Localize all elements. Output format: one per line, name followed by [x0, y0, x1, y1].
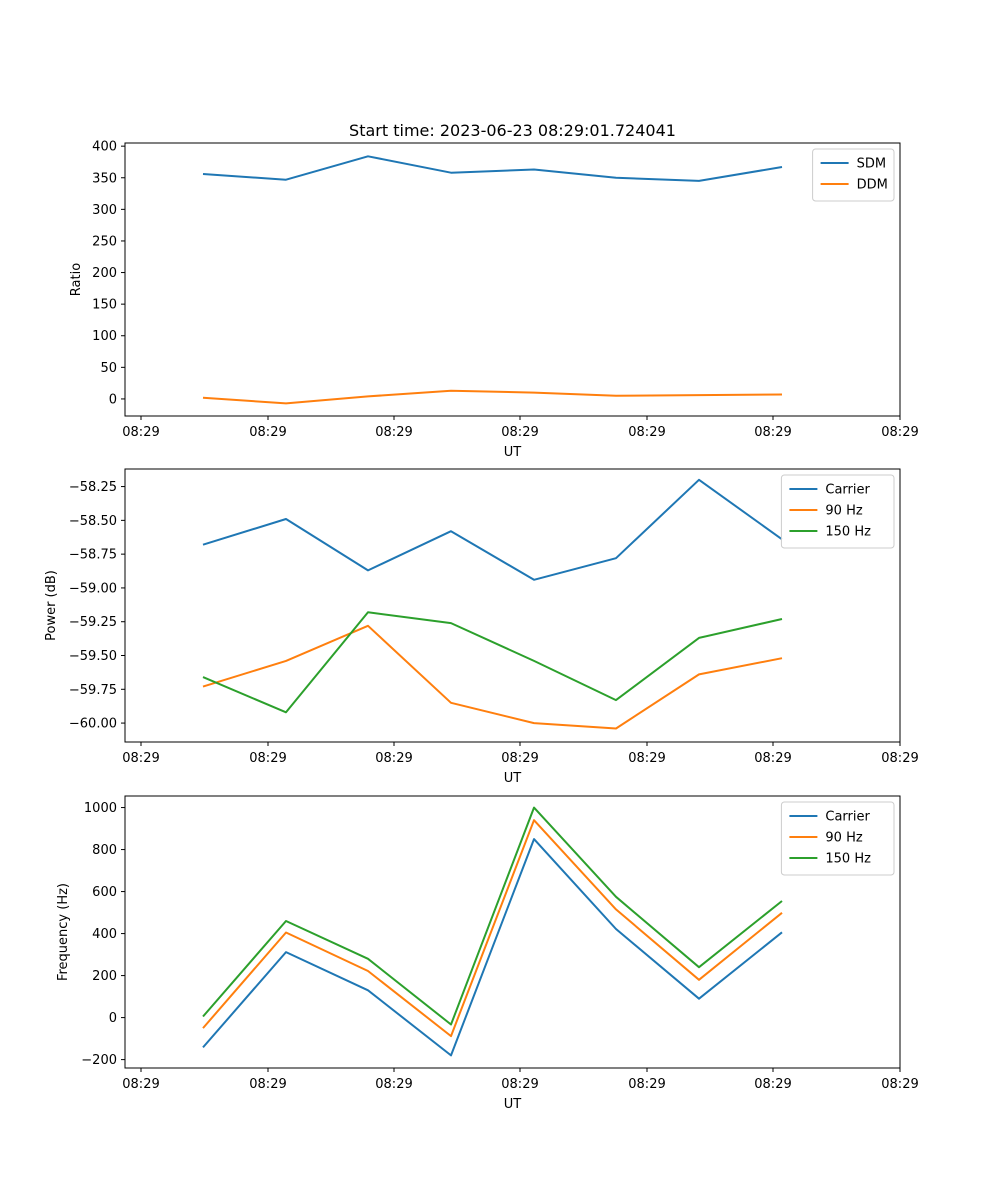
series-line-90-hz — [202, 624, 783, 730]
x-tick-label: 08:29 — [628, 425, 665, 440]
y-tick-label: −58.50 — [69, 514, 117, 529]
legend-entry: 90 Hz — [825, 504, 862, 519]
x-tick-label: 08:29 — [122, 425, 159, 440]
legend-box — [780, 801, 895, 876]
y-tick-label: −60.00 — [69, 717, 117, 732]
y-tick-label: −59.00 — [69, 581, 117, 596]
y-tick-label: 1000 — [84, 801, 117, 816]
y-tick-label: 100 — [92, 329, 117, 344]
y-tick-label: 0 — [109, 392, 117, 407]
x-tick-label: 08:29 — [628, 751, 665, 766]
series-line-150-hz — [202, 611, 783, 714]
x-tick-label: 08:29 — [122, 751, 159, 766]
legend-entry: 150 Hz — [825, 525, 871, 540]
y-axis-label: Ratio — [69, 263, 84, 296]
plot-frame — [124, 142, 901, 417]
x-tick-label: 08:29 — [754, 751, 791, 766]
series-line-sdm — [202, 155, 783, 182]
y-tick-label: −58.75 — [69, 548, 117, 563]
plot-frame — [124, 468, 901, 743]
y-axis-label: Power (dB) — [44, 570, 59, 641]
legend-entry: 150 Hz — [825, 852, 871, 867]
y-tick-label: 400 — [92, 927, 117, 942]
series-line-150-hz — [202, 806, 783, 1026]
y-tick-label: 250 — [92, 234, 117, 249]
y-axis-label: Frequency (Hz) — [56, 883, 71, 981]
x-tick-label: 08:29 — [881, 425, 918, 440]
y-tick-label: 400 — [92, 140, 117, 155]
plot-frame — [124, 795, 901, 1069]
x-tick-label: 08:29 — [375, 1077, 412, 1092]
legend-entry: 90 Hz — [825, 831, 862, 846]
legend-box — [780, 474, 895, 549]
x-tick-label: 08:29 — [501, 425, 538, 440]
y-tick-label: −59.75 — [69, 683, 117, 698]
y-tick-label: −59.50 — [69, 649, 117, 664]
y-tick-label: 150 — [92, 298, 117, 313]
x-tick-label: 08:29 — [881, 751, 918, 766]
y-tick-label: −58.25 — [69, 480, 117, 495]
y-tick-label: 300 — [92, 203, 117, 218]
y-tick-label: 0 — [109, 1011, 117, 1026]
x-tick-label: 08:29 — [375, 425, 412, 440]
legend: Carrier 90 Hz 150 Hz — [780, 474, 895, 549]
series-line-carrier — [202, 838, 783, 1057]
series-line-90-hz — [202, 819, 783, 1038]
y-tick-label: 200 — [92, 266, 117, 281]
legend-entry: SDM — [857, 157, 886, 172]
chart-title: Start time: 2023-06-23 08:29:01.724041 — [349, 121, 676, 140]
x-axis-label: UT — [504, 445, 522, 460]
x-tick-label: 08:29 — [375, 751, 412, 766]
x-tick-label: 08:29 — [249, 1077, 286, 1092]
x-tick-label: 08:29 — [249, 751, 286, 766]
x-tick-label: 08:29 — [754, 425, 791, 440]
x-tick-label: 08:29 — [628, 1077, 665, 1092]
legend: Carrier 90 Hz 150 Hz — [780, 801, 895, 876]
x-tick-label: 08:29 — [122, 1077, 159, 1092]
subplot-2: 08:29 08:29 08:29 08:29 08:29 08:29 08:29 UT −60… — [44, 468, 919, 786]
x-tick-label: 08:29 — [249, 425, 286, 440]
x-tick-label: 08:29 — [754, 1077, 791, 1092]
series-line-carrier — [202, 478, 783, 581]
y-tick-label: 800 — [92, 843, 117, 858]
legend: SDM DDM — [812, 148, 895, 202]
x-tick-label: 08:29 — [881, 1077, 918, 1092]
legend-entry: Carrier — [825, 483, 870, 498]
x-axis-label: UT — [504, 1097, 522, 1112]
y-tick-label: 600 — [92, 885, 117, 900]
subplot-1: Start time: 2023-06-23 08:29:01.724041 08… — [69, 121, 919, 460]
y-tick-label: 200 — [92, 969, 117, 984]
x-tick-label: 08:29 — [501, 1077, 538, 1092]
y-tick-label: −200 — [81, 1053, 117, 1068]
series-line-ddm — [202, 389, 783, 405]
x-axis-label: UT — [504, 771, 522, 786]
subplot-3: 08:29 08:29 08:29 08:29 08:29 08:29 08:29 UT −20… — [56, 795, 919, 1112]
legend-entry: Carrier — [825, 810, 870, 825]
legend-entry: DDM — [857, 178, 888, 193]
y-tick-label: 50 — [100, 361, 117, 376]
y-tick-label: 350 — [92, 171, 117, 186]
y-tick-label: −59.25 — [69, 615, 117, 630]
x-tick-label: 08:29 — [501, 751, 538, 766]
